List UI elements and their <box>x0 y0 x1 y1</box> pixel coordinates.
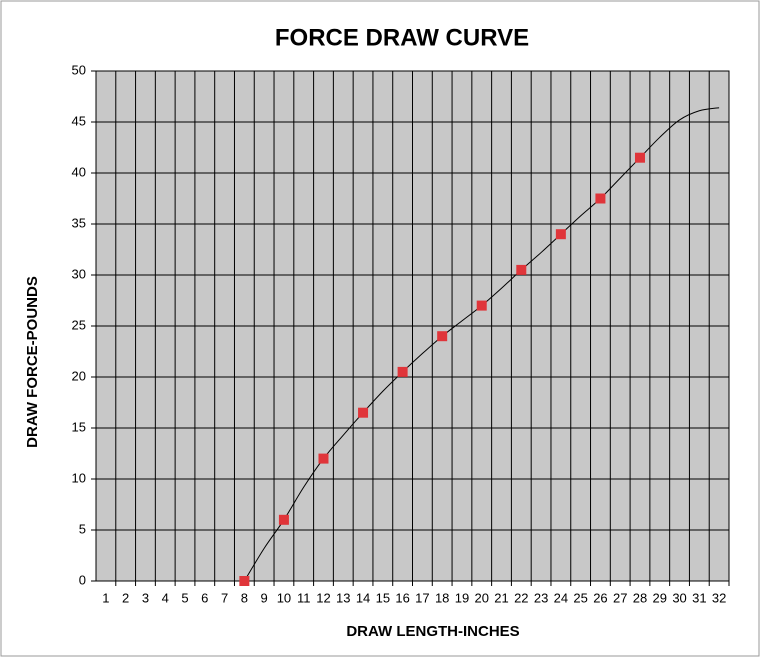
x-tick-label: 10 <box>277 590 291 605</box>
y-tick-label: 10 <box>72 470 86 485</box>
data-point <box>476 300 487 311</box>
data-point <box>516 264 527 275</box>
x-tick-label: 7 <box>221 590 228 605</box>
y-tick-label: 45 <box>72 113 86 128</box>
data-point <box>397 366 408 377</box>
x-tick-label: 20 <box>475 590 489 605</box>
x-axis-title: DRAW LENGTH-INCHES <box>346 623 519 640</box>
x-tick-label: 9 <box>261 590 268 605</box>
x-tick-label: 6 <box>201 590 208 605</box>
x-tick-label: 12 <box>316 590 330 605</box>
y-tick-label: 20 <box>72 368 86 383</box>
data-point <box>358 407 369 418</box>
x-tick-label: 30 <box>672 590 686 605</box>
data-point <box>634 152 645 163</box>
y-tick-label: 35 <box>72 215 86 230</box>
x-tick-label: 26 <box>593 590 607 605</box>
x-tick-label: 4 <box>162 590 169 605</box>
y-tick-label: 50 <box>72 62 86 77</box>
y-tick-label: 25 <box>72 317 86 332</box>
plot-area <box>91 70 730 586</box>
data-point <box>595 193 606 204</box>
x-tick-label: 22 <box>514 590 528 605</box>
x-tick-label: 13 <box>336 590 350 605</box>
x-tick-label: 18 <box>435 590 449 605</box>
x-tick-label: 27 <box>613 590 627 605</box>
x-tick-label: 1 <box>102 590 109 605</box>
x-tick-label: 21 <box>494 590 508 605</box>
data-point <box>239 576 250 586</box>
x-tick-label: 31 <box>692 590 706 605</box>
data-point <box>278 514 289 525</box>
x-tick-label: 25 <box>573 590 587 605</box>
x-tick-label: 28 <box>633 590 647 605</box>
x-tick-label: 2 <box>122 590 129 605</box>
y-tick-label: 40 <box>72 164 86 179</box>
x-tick-label: 23 <box>534 590 548 605</box>
x-tick-label: 17 <box>415 590 429 605</box>
x-tick-label: 29 <box>653 590 667 605</box>
x-tick-label: 32 <box>712 590 726 605</box>
x-tick-label: 5 <box>181 590 188 605</box>
chart-title: FORCE DRAW CURVE <box>275 24 529 51</box>
data-point <box>318 453 329 464</box>
y-tick-label: 5 <box>79 521 86 536</box>
x-tick-label: 24 <box>554 590 568 605</box>
x-tick-label: 3 <box>142 590 149 605</box>
x-tick-label: 8 <box>241 590 248 605</box>
x-tick-label: 16 <box>395 590 409 605</box>
plot-frame <box>95 70 730 582</box>
x-tick-label: 14 <box>356 590 370 605</box>
y-tick-label: 30 <box>72 266 86 281</box>
y-tick-label: 15 <box>72 419 86 434</box>
data-point <box>555 229 566 240</box>
y-axis-title: DRAW FORCE-POUNDS <box>24 276 41 448</box>
x-tick-label: 19 <box>455 590 469 605</box>
x-tick-label: 11 <box>297 590 311 605</box>
x-tick-label: 15 <box>376 590 390 605</box>
y-tick-label: 0 <box>79 572 86 587</box>
data-point <box>437 331 448 342</box>
